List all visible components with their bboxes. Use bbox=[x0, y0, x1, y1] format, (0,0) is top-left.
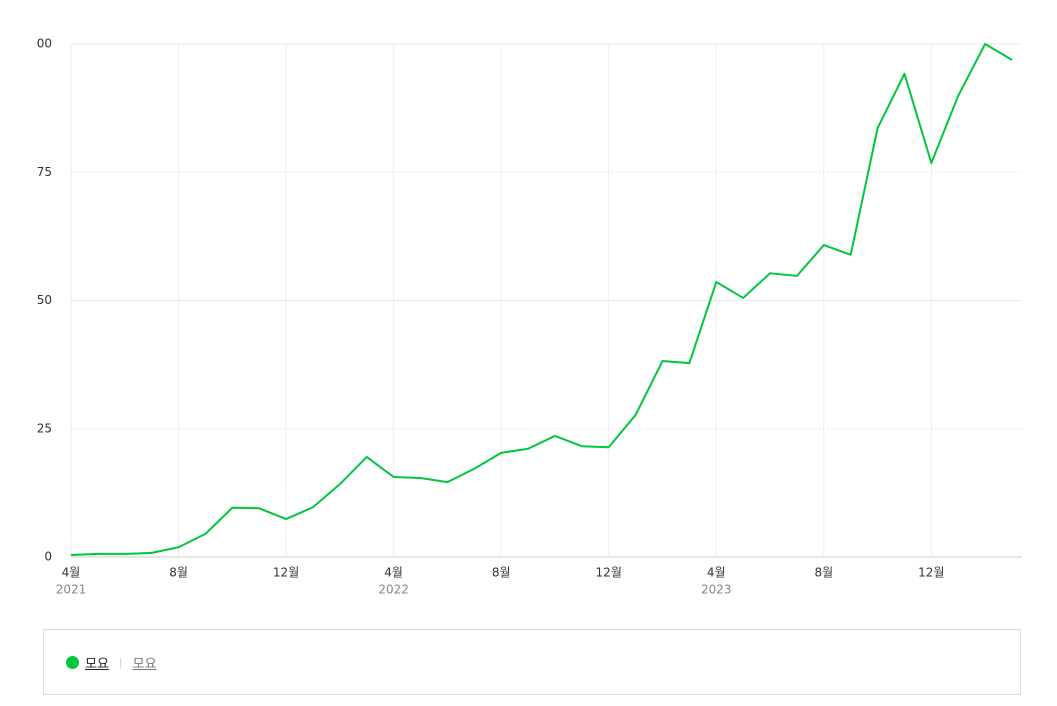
y-tick-label: 75 bbox=[37, 165, 52, 179]
chart: 0 25 50 75 00 4월 8월 12월 4월 8월 12월 4월 8월 12월 2021 2022 20… bbox=[37, 37, 1022, 597]
x-year-label: 2021 bbox=[56, 583, 87, 597]
y-tick-label: 0 bbox=[44, 550, 52, 564]
legend-separator: | bbox=[118, 655, 123, 669]
y-tick-label: 25 bbox=[37, 421, 52, 435]
x-tick-label: 4월 bbox=[707, 566, 726, 580]
x-tick-label: 12월 bbox=[596, 566, 622, 580]
y-tick-label: 00 bbox=[37, 37, 52, 51]
legend: 모요 | 모요 bbox=[43, 629, 1021, 695]
x-tick-label: 8월 bbox=[814, 566, 833, 580]
legend-series[interactable]: 모요 bbox=[85, 656, 109, 672]
x-tick-label: 8월 bbox=[492, 566, 511, 580]
x-tick-label: 12월 bbox=[273, 566, 299, 580]
legend-keyword[interactable]: 모요 bbox=[132, 656, 157, 672]
x-year-label: 2022 bbox=[378, 583, 409, 597]
x-tick-label: 8월 bbox=[169, 566, 188, 580]
x-tick-label: 12월 bbox=[918, 566, 944, 580]
line-series bbox=[70, 43, 1013, 556]
y-tick-label: 50 bbox=[37, 293, 52, 307]
x-tick-label: 4월 bbox=[62, 566, 81, 580]
legend-dot bbox=[66, 655, 79, 669]
x-year-label: 2023 bbox=[701, 583, 732, 597]
x-tick-label: 4월 bbox=[384, 566, 403, 580]
